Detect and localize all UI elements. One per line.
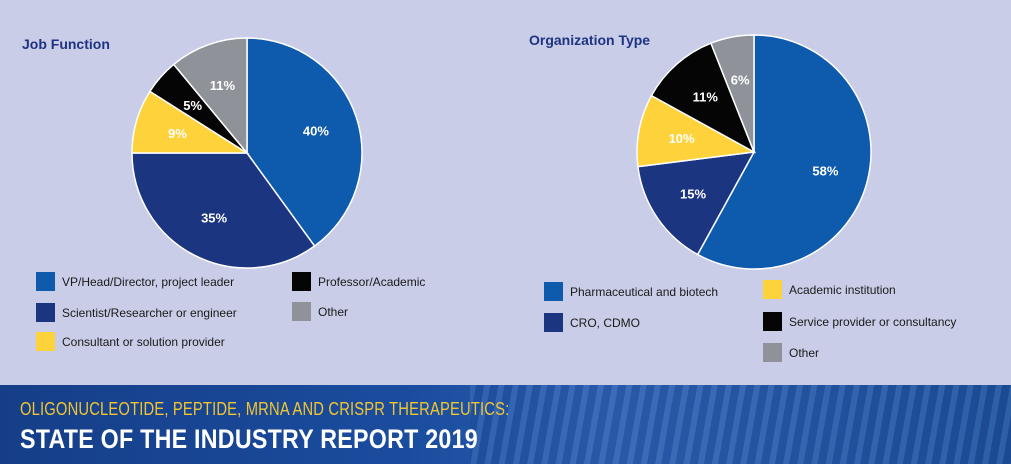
report-banner: OLIGONUCLEOTIDE, PEPTIDE, MRNA AND CRISP… [0, 385, 1011, 464]
legend-item: Consultant or solution provider [36, 332, 225, 351]
pie-slice [650, 42, 756, 154]
legend-item: CRO, CDMO [544, 313, 640, 332]
job-function-panel: Job Function 40% 35% 9% 5% 11% VP/Head/Direc… [0, 0, 500, 385]
legend-item: Scientist/Researcher or engineer [36, 303, 237, 322]
chart-title: Organization Type [529, 32, 651, 48]
legend-swatch [763, 343, 782, 362]
legend-swatch [36, 303, 55, 322]
legend-label: CRO, CDMO [570, 315, 640, 330]
legend-label: Professor/Academic [318, 274, 426, 289]
legend-item: Professor/Academic [292, 272, 425, 291]
slice-label: 5% [183, 98, 202, 113]
report-subtitle: OLIGONUCLEOTIDE, PEPTIDE, MRNA AND CRISP… [20, 399, 510, 419]
pie-slice [131, 152, 316, 269]
slice-label: 11% [210, 78, 236, 93]
legend-swatch [544, 282, 563, 301]
legend-swatch [292, 302, 311, 321]
job-function-pie: 40% 35% 9% 5% 11% [131, 37, 363, 269]
slice-label: 35% [201, 211, 227, 226]
slice-label: 6% [731, 73, 750, 88]
slice-label: 15% [680, 186, 706, 201]
banner-texture [470, 385, 1011, 464]
slice-label: 9% [168, 126, 187, 141]
legend-item: Other [763, 343, 819, 362]
organization-type-panel: Organization Type 58% 15% 10% 11% 6% Pharmac… [500, 0, 1011, 385]
slice-label: 58% [812, 163, 838, 178]
legend-item: Other [292, 302, 348, 321]
legend-swatch [36, 272, 55, 291]
pie-slice [172, 37, 248, 156]
slice-label: 10% [669, 131, 695, 146]
legend-item: Academic institution [763, 280, 896, 299]
legend-label: Pharmaceutical and biotech [570, 284, 719, 299]
legend-item: Pharmaceutical and biotech [544, 282, 718, 301]
pie-slice [636, 94, 757, 168]
organization-type-pie: 58% 15% 10% 11% 6% [636, 34, 872, 270]
legend-swatch [544, 313, 563, 332]
pie-slice [709, 34, 755, 153]
legend-swatch [36, 332, 55, 351]
legend-label: VP/Head/Director, project leader [62, 274, 235, 289]
legend-label: Academic institution [789, 282, 896, 297]
legend-label: Service provider or consultancy [789, 314, 957, 329]
legend-item: VP/Head/Director, project leader [36, 272, 234, 291]
pie-slice [246, 37, 363, 248]
legend-swatch [763, 280, 782, 299]
legend-item: Service provider or consultancy [763, 312, 956, 331]
legend-label: Consultant or solution provider [62, 334, 225, 349]
legend-swatch [292, 272, 311, 291]
legend-label: Other [318, 304, 349, 319]
legend-swatch [763, 312, 782, 331]
slice-label: 40% [303, 124, 329, 139]
chart-title: Job Function [22, 36, 110, 52]
report-title: STATE OF THE INDUSTRY REPORT 2019 [20, 424, 478, 454]
pie-slice [696, 34, 872, 270]
legend-label: Scientist/Researcher or engineer [62, 305, 237, 320]
legend-label: Other [789, 345, 820, 360]
slice-label: 11% [693, 90, 719, 105]
pie-slice [637, 151, 756, 256]
